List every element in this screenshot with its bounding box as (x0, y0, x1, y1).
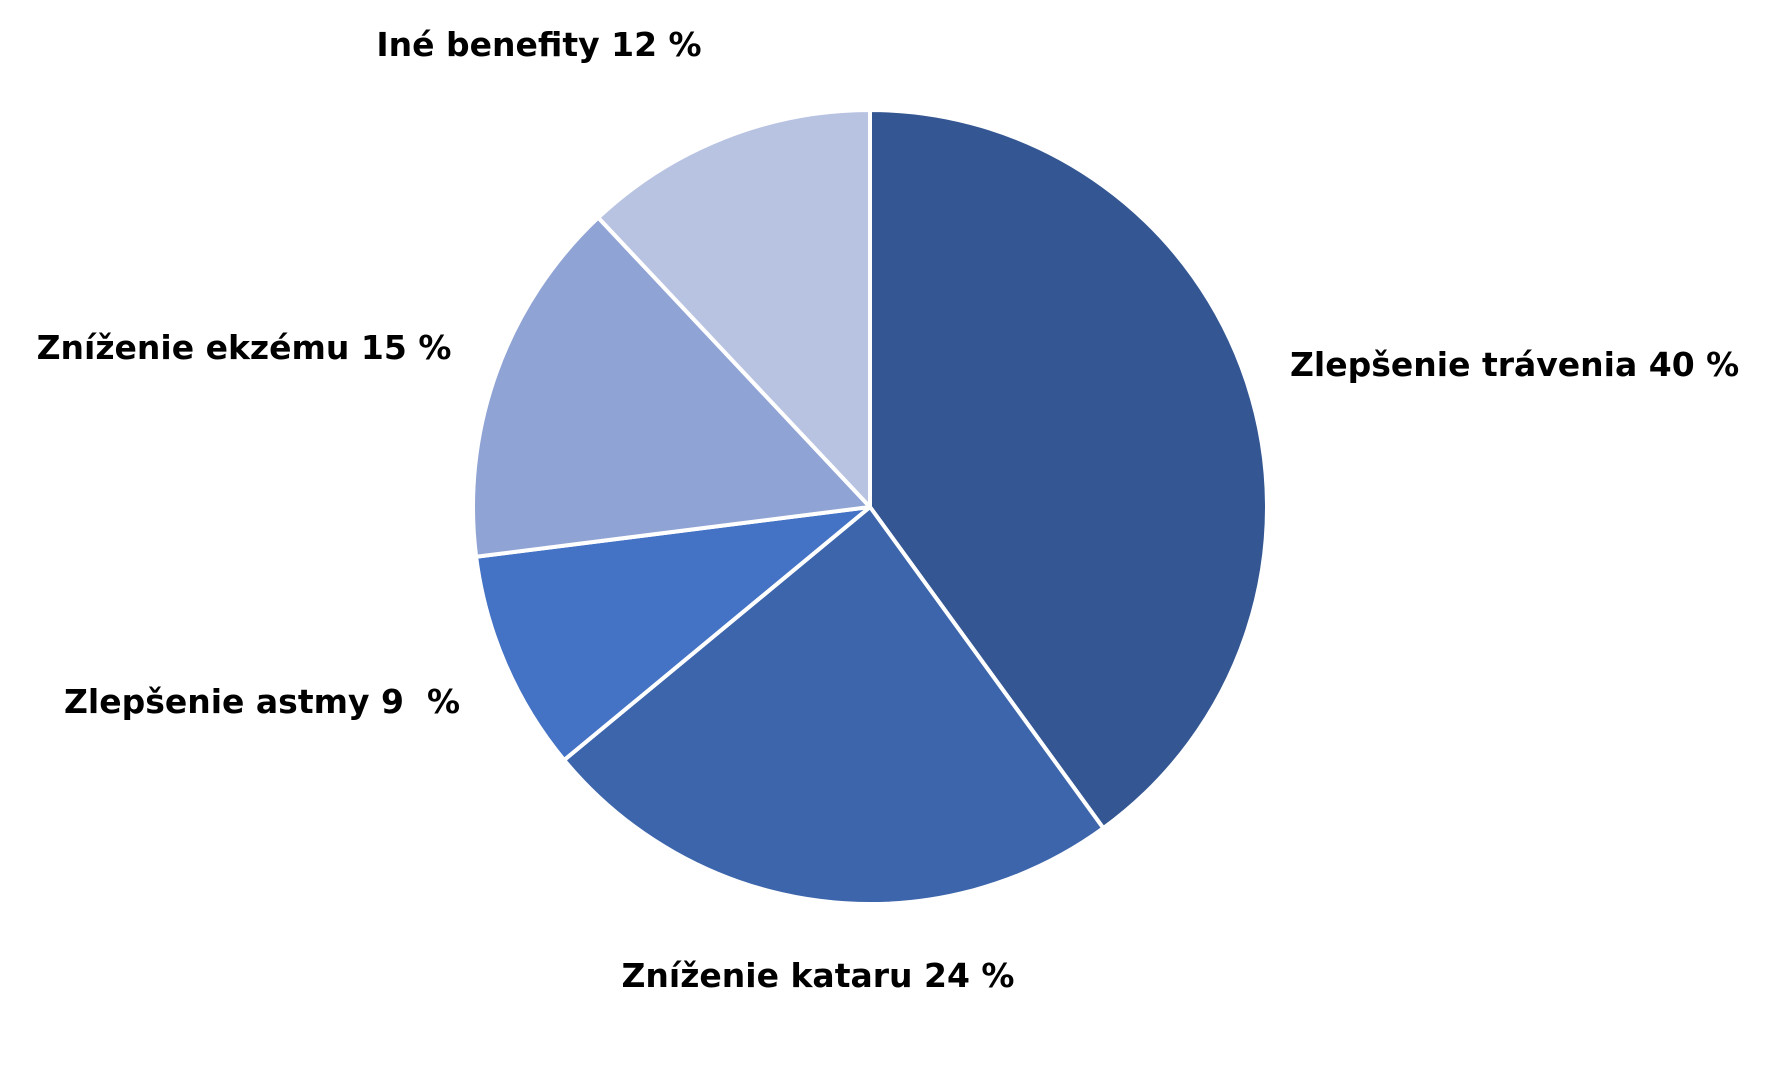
pie-slice (474, 505, 872, 763)
category-label: Iné benefity (376, 25, 599, 64)
slice-label: Zníženie ekzému 15 % (37, 328, 452, 367)
slice-label: Iné benefity 12 % (376, 25, 701, 64)
value-label: 24 % (924, 956, 1014, 995)
pie-slice (562, 505, 1106, 906)
value-label: 12 % (611, 25, 701, 64)
slice-label: Zníženie kataru 24 % (621, 956, 1014, 995)
pie-slice (596, 108, 872, 509)
category-label: Zníženie ekzému (37, 328, 350, 367)
value-label: 15 % (361, 328, 451, 367)
pie-slice (868, 108, 1269, 831)
slice-label: Zlepšenie astmy 9 % (64, 682, 460, 721)
category-label: Zníženie kataru (621, 956, 912, 995)
category-label: Zlepšenie trávenia (1290, 345, 1637, 384)
slice-label: Zlepšenie trávenia 40 % (1290, 345, 1739, 384)
category-label: Zlepšenie astmy (64, 682, 370, 721)
pie-slice (471, 215, 872, 559)
value-label: 40 % (1649, 345, 1739, 384)
value-label: 9 % (381, 682, 460, 721)
